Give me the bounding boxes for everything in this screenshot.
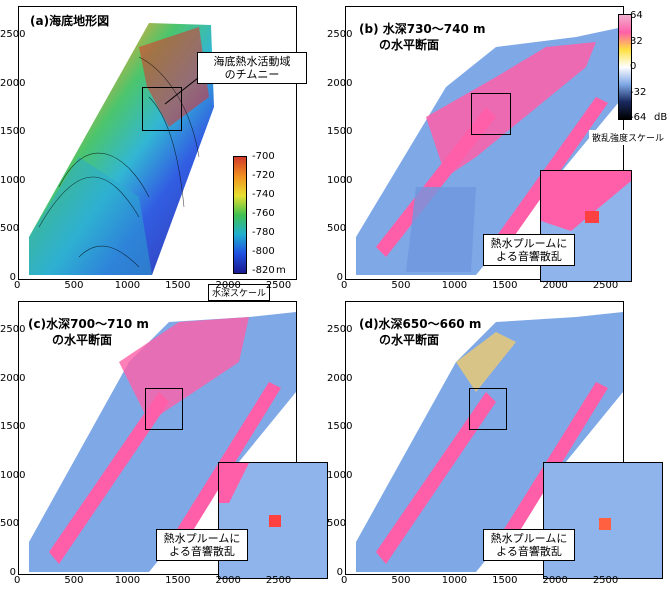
panel-a-title: (a)海底地形図: [30, 14, 110, 28]
chimney-box: [142, 87, 182, 131]
inset-c: [218, 462, 328, 579]
x-tick-label-b: 0: [341, 280, 348, 291]
y-tick-label-a: 2500: [0, 29, 26, 41]
scatter-colorbar-tick: -32: [630, 86, 647, 98]
scatter-scale-label: 散乱強度スケール: [589, 130, 668, 145]
inset-d: [543, 462, 663, 579]
panel-b-title-2: の水平断面: [379, 38, 440, 52]
plume-box-b: [471, 93, 511, 135]
depth-scale-label: 水深スケール: [208, 284, 271, 301]
panel-d-title-1: (d)水深650～660 m: [359, 317, 482, 331]
chimney-callout-text: 海底熱水活動域 のチムニー: [213, 55, 291, 81]
scatter-colorbar-tick: 32: [630, 35, 643, 47]
panel-c-title-2: の水平断面: [52, 333, 113, 347]
depth-colorbar-tick: -800: [252, 246, 275, 257]
x-tick-label-c: 1000: [114, 575, 141, 586]
panel-c: (c)水深700～710 m の水平断面 熱水プルームに よる音響散乱: [0, 297, 335, 594]
chimney-callout: 海底熱水活動域 のチムニー: [197, 52, 307, 84]
y-tick-label-c: 2500: [0, 324, 26, 336]
y-tick-label-b: 2500: [327, 29, 353, 41]
x-tick-label-c: 1500: [165, 575, 191, 586]
scatter-colorbar: [618, 14, 632, 120]
x-tick-label-a: 1000: [114, 280, 141, 291]
y-tick-label-c: 2000: [0, 372, 26, 384]
y-tick-label-b: 1500: [327, 126, 353, 138]
y-tick-label-a: 500: [0, 223, 20, 235]
y-tick-label-c: 1000: [0, 469, 26, 481]
x-tick-label-d: 2500: [592, 575, 619, 586]
depth-colorbar-tick-unit: m: [276, 265, 286, 276]
y-tick-label-a: 2000: [0, 77, 26, 89]
plot-a: [18, 6, 297, 280]
plume-callout-d-text: 熱水プルームに よる音響散乱: [490, 532, 568, 558]
y-tick-label-d: 500: [327, 518, 347, 530]
x-tick-label-a: 1500: [165, 280, 191, 291]
x-tick-label-c: 500: [64, 575, 84, 586]
y-tick-label-d: 2500: [327, 324, 353, 336]
depth-colorbar-tick: -760: [252, 208, 275, 219]
x-tick-label-d: 2000: [542, 575, 568, 586]
plume-callout-b: 熱水プルームに よる音響散乱: [483, 234, 575, 266]
y-tick-label-b: 1000: [327, 174, 353, 186]
panel-d: (d)水深650～660 m の水平断面 熱水プルームに よる音響散乱: [335, 297, 670, 594]
depth-colorbar-tick: -740: [252, 189, 275, 200]
x-tick-label-b: 1500: [492, 280, 518, 291]
y-tick-label-c: 0: [9, 567, 16, 578]
depth-colorbar: [233, 156, 247, 274]
x-tick-label-a: 2500: [265, 280, 292, 291]
panel-b: (b) 水深730～740 m の水平断面 64 32 0 -32 -64 dB 散乱強度…: [335, 0, 670, 297]
y-tick-label-a: 0: [9, 272, 16, 283]
x-tick-label-d: 0: [341, 575, 348, 586]
y-tick-label-c: 500: [0, 518, 20, 530]
y-tick-label-b: 500: [327, 223, 347, 235]
y-tick-label-d: 1000: [327, 469, 353, 481]
plot-b: [345, 6, 624, 280]
y-tick-label-a: 1500: [0, 126, 26, 138]
plume-box-d: [469, 388, 507, 430]
depth-colorbar-tick: -780: [252, 227, 275, 238]
y-tick-label-d: 1500: [327, 421, 353, 433]
panel-c-title-1: (c)水深700～710 m: [28, 317, 149, 331]
y-tick-label-b: 2000: [327, 77, 353, 89]
x-tick-label-d: 500: [391, 575, 411, 586]
depth-colorbar-tick: -820: [252, 265, 275, 276]
scatter-colorbar-tick: -64: [630, 112, 647, 123]
x-tick-label-d: 1500: [492, 575, 518, 586]
y-tick-label-c: 1500: [0, 421, 26, 433]
x-tick-label-b: 500: [391, 280, 411, 291]
plume-callout-b-text: 熱水プルームに よる音響散乱: [490, 237, 568, 263]
panel-d-title-2: の水平断面: [379, 333, 440, 347]
scatter-colorbar-tick-unit: dB: [654, 112, 668, 123]
panel-a: (a)海底地形図 海底熱水活動域 のチムニー -700 -720 -740 -760 -…: [0, 0, 335, 301]
panel-b-title-1: (b) 水深730～740 m: [359, 22, 486, 36]
scatter-colorbar-tick: 0: [630, 61, 637, 72]
scatter-colorbar-tick: 64: [630, 10, 643, 21]
inset-b: [540, 170, 632, 282]
x-tick-label-a: 500: [64, 280, 84, 291]
depth-colorbar-tick: -720: [252, 170, 275, 181]
y-tick-label-b: 0: [336, 272, 343, 283]
plume-callout-c: 熱水プルームに よる音響散乱: [156, 529, 248, 561]
x-tick-label-b: 2000: [542, 280, 568, 291]
x-tick-label-c: 2500: [265, 575, 292, 586]
x-tick-label-b: 2500: [592, 280, 619, 291]
x-tick-label-b: 1000: [441, 280, 468, 291]
x-tick-label-a: 2000: [215, 280, 241, 291]
x-tick-label-c: 0: [14, 575, 21, 586]
depth-colorbar-tick: -700: [252, 151, 275, 162]
x-tick-label-c: 2000: [215, 575, 241, 586]
plume-callout-d: 熱水プルームに よる音響散乱: [483, 529, 575, 561]
y-tick-label-d: 2000: [327, 372, 353, 384]
y-tick-label-a: 1000: [0, 174, 26, 186]
x-tick-label-a: 0: [14, 280, 21, 291]
y-tick-label-d: 0: [336, 567, 343, 578]
plume-box-c: [145, 388, 183, 430]
x-tick-label-d: 1000: [441, 575, 468, 586]
plume-callout-c-text: 熱水プルームに よる音響散乱: [163, 532, 241, 558]
